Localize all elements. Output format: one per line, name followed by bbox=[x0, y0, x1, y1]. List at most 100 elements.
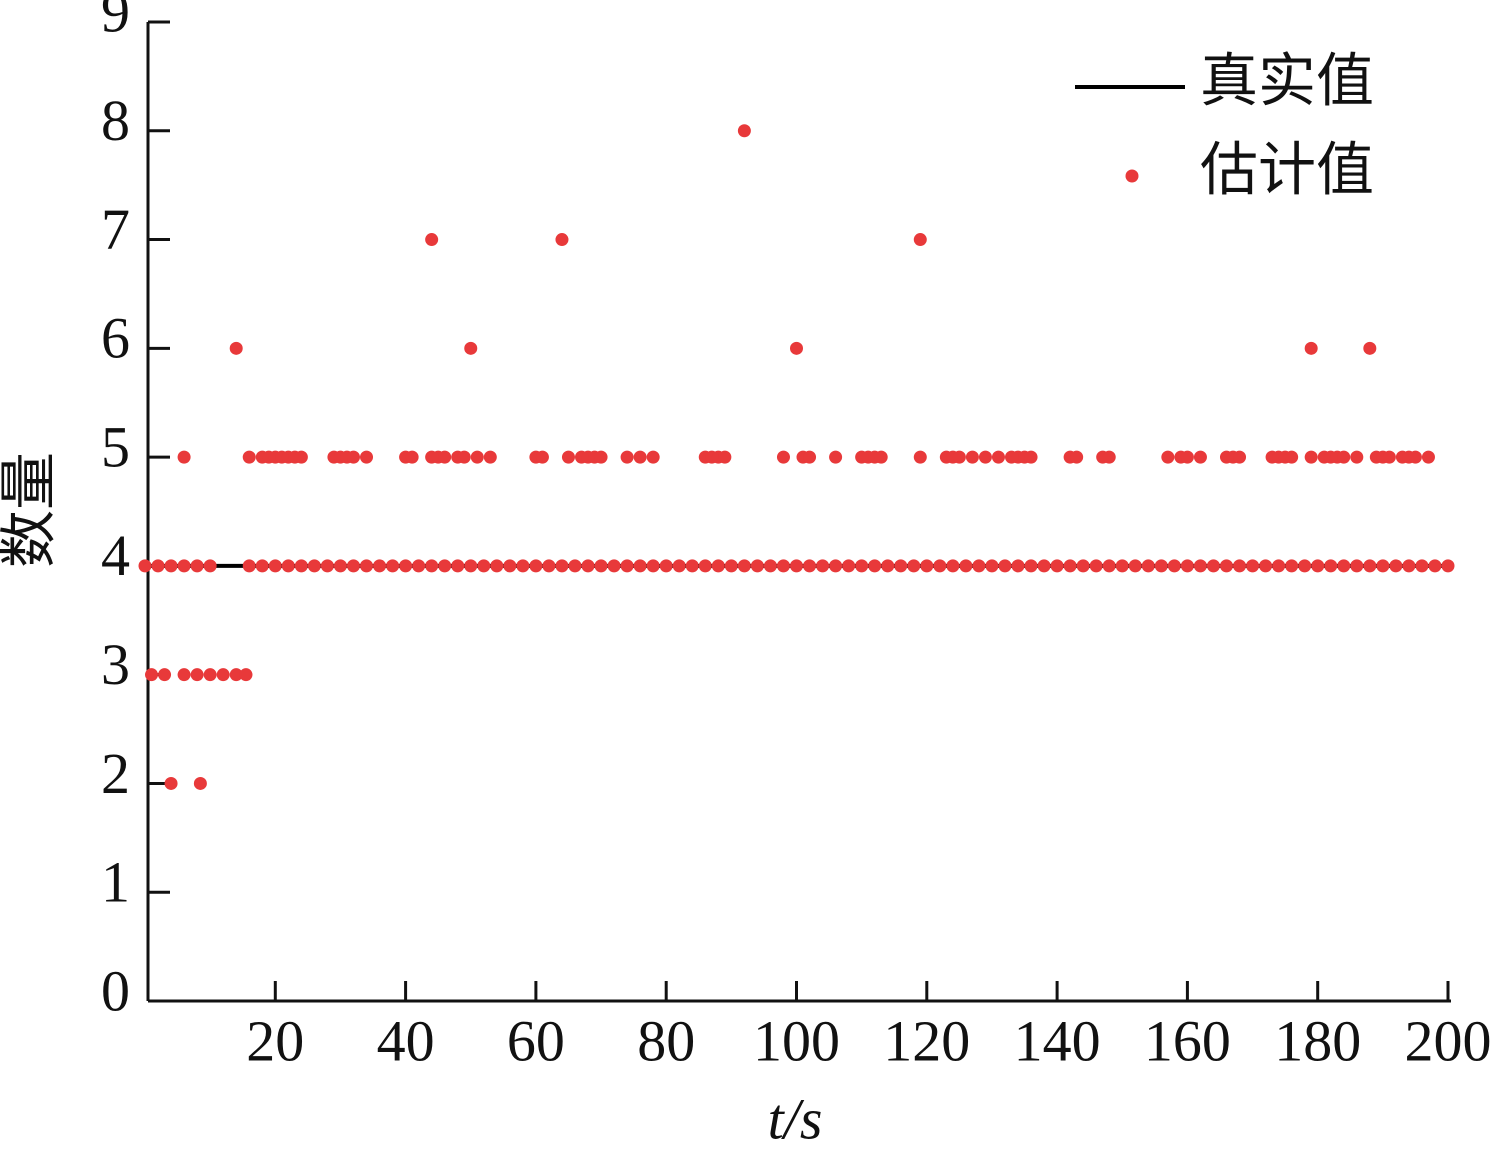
x-tick-label: 60 bbox=[507, 1008, 565, 1073]
estimate-point bbox=[239, 668, 253, 682]
estimate-point bbox=[1063, 559, 1077, 573]
estimate-point bbox=[451, 559, 465, 573]
estimate-point bbox=[972, 559, 986, 573]
estimate-point bbox=[659, 559, 673, 573]
estimate-point bbox=[620, 559, 634, 573]
estimate-point bbox=[842, 559, 856, 573]
estimate-point bbox=[268, 559, 282, 573]
estimate-point bbox=[1089, 559, 1103, 573]
estimate-point bbox=[1298, 559, 1312, 573]
estimate-point bbox=[555, 233, 569, 247]
estimate-point bbox=[1246, 559, 1260, 573]
estimate-point bbox=[307, 559, 321, 573]
estimate-point bbox=[607, 559, 621, 573]
estimate-point bbox=[711, 559, 725, 573]
estimate-point bbox=[1024, 559, 1038, 573]
estimate-point bbox=[229, 341, 243, 355]
estimate-point bbox=[1233, 559, 1247, 573]
y-axis-label: 数量 bbox=[0, 452, 61, 568]
estimate-point bbox=[1324, 559, 1338, 573]
estimate-point bbox=[190, 668, 204, 682]
estimate-point bbox=[1161, 450, 1175, 464]
estimate-point bbox=[1193, 450, 1207, 464]
estimate-point bbox=[1272, 559, 1286, 573]
estimate-point bbox=[1219, 559, 1233, 573]
estimate-point bbox=[633, 559, 647, 573]
estimate-point bbox=[412, 559, 426, 573]
estimate-point bbox=[425, 233, 439, 247]
estimate-point bbox=[750, 559, 764, 573]
estimate-point bbox=[438, 559, 452, 573]
estimate-point bbox=[1350, 450, 1364, 464]
estimate-point bbox=[991, 450, 1005, 464]
estimate-point bbox=[561, 450, 575, 464]
estimate-point bbox=[581, 559, 595, 573]
estimate-point bbox=[1285, 450, 1299, 464]
estimate-point bbox=[190, 559, 204, 573]
estimate-point bbox=[542, 559, 556, 573]
x-tick-label: 180 bbox=[1274, 1008, 1361, 1073]
estimate-point bbox=[1304, 341, 1318, 355]
estimate-point bbox=[373, 559, 387, 573]
x-tick-label: 20 bbox=[246, 1008, 304, 1073]
estimate-point bbox=[1285, 559, 1299, 573]
estimate-point bbox=[855, 559, 869, 573]
estimate-point bbox=[158, 668, 172, 682]
x-tick-label: 160 bbox=[1144, 1008, 1231, 1073]
estimate-point bbox=[177, 450, 191, 464]
estimate-point bbox=[1180, 450, 1194, 464]
estimate-point bbox=[386, 559, 400, 573]
x-axis-label: t/s bbox=[768, 1086, 823, 1149]
estimate-point bbox=[145, 668, 159, 682]
estimate-point bbox=[776, 559, 790, 573]
estimate-point bbox=[829, 559, 843, 573]
estimate-point bbox=[737, 559, 751, 573]
estimate-point bbox=[164, 559, 178, 573]
estimate-point bbox=[1115, 559, 1129, 573]
estimate-point bbox=[242, 559, 256, 573]
estimate-point bbox=[1102, 559, 1116, 573]
y-tick-label: 1 bbox=[101, 850, 130, 915]
estimate-point bbox=[177, 559, 191, 573]
estimate-point bbox=[646, 450, 660, 464]
estimate-point bbox=[978, 450, 992, 464]
estimate-point bbox=[646, 559, 660, 573]
estimate-point bbox=[457, 450, 471, 464]
x-tick-label: 80 bbox=[637, 1008, 695, 1073]
estimate-point bbox=[203, 559, 217, 573]
x-tick-label: 200 bbox=[1405, 1008, 1492, 1073]
legend-marker bbox=[1125, 169, 1139, 183]
y-tick-label: 8 bbox=[101, 88, 130, 153]
estimate-point bbox=[1259, 559, 1273, 573]
estimate-point bbox=[803, 559, 817, 573]
estimate-point bbox=[464, 341, 478, 355]
estimate-point bbox=[1024, 450, 1038, 464]
y-tick-label: 0 bbox=[101, 958, 130, 1023]
x-tick-label: 100 bbox=[753, 1008, 840, 1073]
estimate-point bbox=[1206, 559, 1220, 573]
estimate-point bbox=[568, 559, 582, 573]
estimate-point bbox=[1076, 559, 1090, 573]
estimate-point bbox=[718, 450, 732, 464]
y-tick-label: 9 bbox=[101, 0, 130, 44]
estimate-point bbox=[483, 450, 497, 464]
estimate-point bbox=[164, 776, 178, 790]
estimate-point bbox=[868, 559, 882, 573]
estimate-point bbox=[1233, 450, 1247, 464]
estimate-point bbox=[803, 450, 817, 464]
estimate-point bbox=[1415, 559, 1429, 573]
estimate-point bbox=[242, 450, 256, 464]
legend-label: 真实值 bbox=[1200, 48, 1374, 113]
estimate-point bbox=[535, 450, 549, 464]
estimate-point bbox=[477, 559, 491, 573]
estimate-point bbox=[470, 450, 484, 464]
estimate-point bbox=[346, 559, 360, 573]
estimate-point bbox=[1337, 450, 1351, 464]
estimate-point bbox=[881, 559, 895, 573]
estimate-point bbox=[894, 559, 908, 573]
estimate-point bbox=[913, 233, 927, 247]
estimate-point bbox=[1363, 341, 1377, 355]
x-tick-label: 140 bbox=[1014, 1008, 1101, 1073]
x-tick-label: 40 bbox=[377, 1008, 435, 1073]
